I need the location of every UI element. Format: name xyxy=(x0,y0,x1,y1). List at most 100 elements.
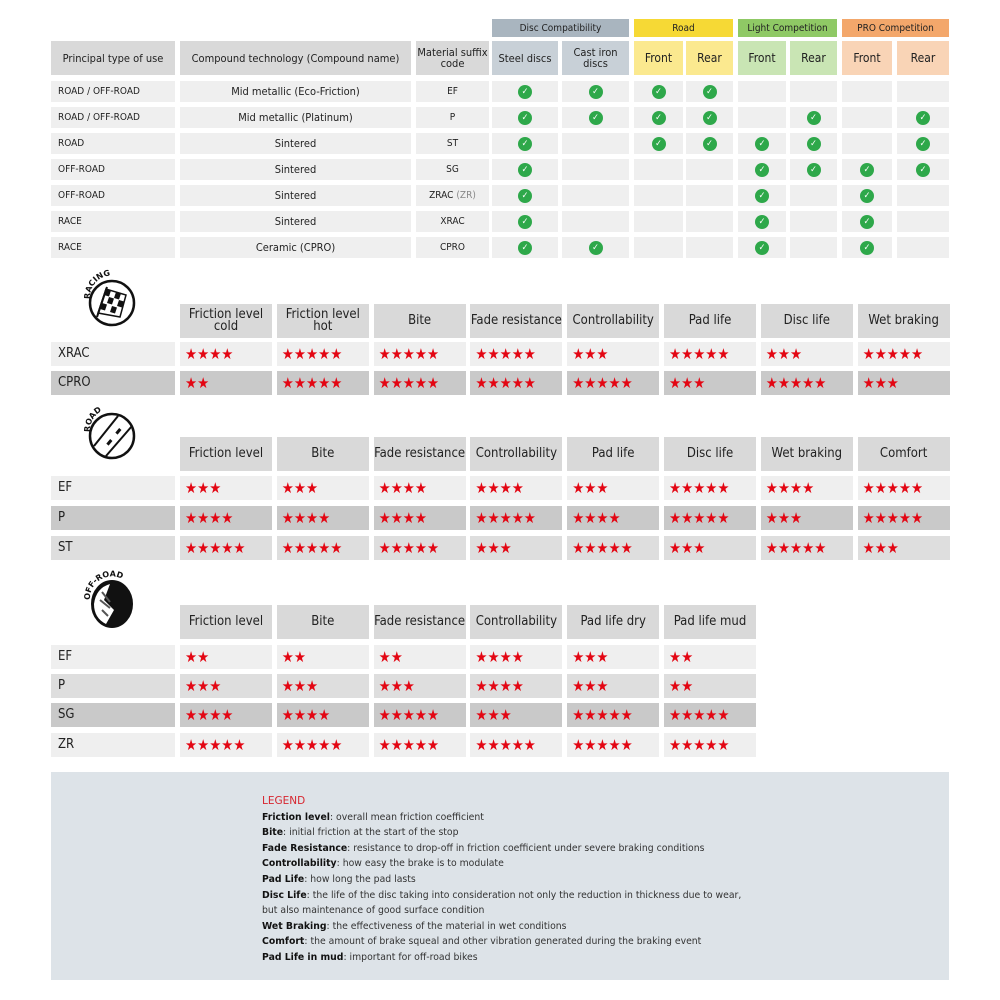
check-cell xyxy=(842,81,892,102)
check-cell: ✓ xyxy=(686,81,733,102)
rating-column-header: Bite xyxy=(373,304,466,338)
compound-cell: Mid metallic (Platinum) xyxy=(180,107,411,128)
legend-box: LEGEND Friction level: overall mean fric… xyxy=(51,772,949,980)
check-cell: ✓ xyxy=(686,133,733,154)
star-rating: ★★★ xyxy=(567,342,660,366)
legend-desc: : how easy the brake is to modulate xyxy=(336,858,504,870)
road-icon: ROAD xyxy=(80,402,144,470)
star-rating: ★★★★★ xyxy=(760,536,853,560)
star-rating: ★★★★★ xyxy=(664,703,756,727)
column-header: Principal type of use xyxy=(51,41,175,75)
legend-desc: : overall mean friction coefficient xyxy=(329,811,484,823)
check-cell: ✓ xyxy=(492,159,558,180)
check-cell: ✓ xyxy=(492,211,558,232)
column-header: Rear xyxy=(790,41,837,75)
check-cell: ✓ xyxy=(492,133,558,154)
use-cell: RACE xyxy=(51,237,175,258)
star-rating: ★★★ xyxy=(664,536,756,560)
check-cell: ✓ xyxy=(634,133,683,154)
star-rating: ★★★★★ xyxy=(373,733,466,757)
star-rating: ★★★ xyxy=(373,674,466,698)
check-cell: ✓ xyxy=(562,107,629,128)
rating-column-header: Fade resistance xyxy=(373,437,466,471)
check-icon: ✓ xyxy=(518,136,532,151)
check-cell xyxy=(634,211,683,232)
star-rating: ★★ xyxy=(664,645,756,669)
code-text: EF xyxy=(447,86,458,97)
check-cell xyxy=(686,237,733,258)
star-rating: ★★★ xyxy=(857,371,950,395)
star-rating: ★★★★ xyxy=(180,703,272,727)
check-cell: ✓ xyxy=(738,133,786,154)
star-rating: ★★★★★ xyxy=(470,371,563,395)
check-cell: ✓ xyxy=(686,107,733,128)
column-header: Cast iron discs xyxy=(562,41,629,75)
legend-term: Friction level xyxy=(262,811,330,823)
star-rating: ★★ xyxy=(373,645,466,669)
legend-term: Fade Resistance xyxy=(262,842,348,854)
rating-column-header: Controllability xyxy=(470,605,563,639)
star-rating: ★★★★★ xyxy=(857,342,950,366)
code-text: CPRO xyxy=(439,242,466,253)
check-icon: ✓ xyxy=(755,136,769,151)
legend-term: Comfort xyxy=(262,936,305,948)
star-rating: ★★★★★ xyxy=(760,371,853,395)
star-rating: ★★★ xyxy=(760,506,853,530)
star-rating: ★★ xyxy=(664,674,756,698)
star-rating: ★★★★★ xyxy=(276,733,369,757)
column-header: Compound technology (Compound name) xyxy=(180,41,411,75)
check-icon: ✓ xyxy=(518,84,532,99)
rating-column-header: Pad life xyxy=(664,304,756,338)
legend-title: LEGEND xyxy=(262,795,306,807)
legend-term: Pad Life in mud xyxy=(262,951,344,963)
rating-column-header: Fade resistance xyxy=(373,605,466,639)
legend-term: Bite xyxy=(262,827,284,839)
check-cell xyxy=(897,211,949,232)
rating-column-header: Bite xyxy=(276,437,369,471)
column-header: Rear xyxy=(686,41,733,75)
star-rating: ★★★★★ xyxy=(664,476,756,500)
code-text: ST xyxy=(446,138,459,149)
column-group-header: Light Competition xyxy=(738,19,837,37)
star-rating: ★★★ xyxy=(664,371,756,395)
code-cell: P xyxy=(416,107,489,128)
check-cell: ✓ xyxy=(842,185,892,206)
compound-cell: Sintered xyxy=(180,185,411,206)
row-code: ZR xyxy=(51,733,175,757)
check-icon: ✓ xyxy=(860,214,874,229)
star-rating: ★★★★ xyxy=(180,342,272,366)
check-cell: ✓ xyxy=(897,133,949,154)
code-cell: ST xyxy=(416,133,489,154)
legend-desc: but also maintenance of good surface con… xyxy=(262,905,485,917)
legend-item: Pad Life in mud: important for off-road … xyxy=(262,950,741,966)
check-icon: ✓ xyxy=(702,110,717,125)
star-rating: ★★★ xyxy=(567,645,660,669)
check-cell xyxy=(686,159,733,180)
check-cell xyxy=(897,185,949,206)
check-icon: ✓ xyxy=(702,136,717,151)
check-cell: ✓ xyxy=(634,81,683,102)
rating-column-header: Bite xyxy=(276,605,369,639)
check-cell xyxy=(842,107,892,128)
check-cell: ✓ xyxy=(738,211,786,232)
row-code: CPRO xyxy=(51,371,175,395)
check-icon: ✓ xyxy=(806,136,821,151)
check-icon: ✓ xyxy=(916,162,930,177)
star-rating: ★★★★★ xyxy=(373,536,466,560)
code-extra: (ZR) xyxy=(456,190,476,201)
legend-item: Disc Life: the life of the disc taking i… xyxy=(262,888,741,904)
code-cell: EF xyxy=(416,81,489,102)
use-cell: ROAD / OFF-ROAD xyxy=(51,107,175,128)
legend-item: Pad Life: how long the pad lasts xyxy=(262,872,741,888)
check-icon: ✓ xyxy=(588,240,603,255)
check-cell xyxy=(686,185,733,206)
check-cell: ✓ xyxy=(562,237,629,258)
check-icon: ✓ xyxy=(518,240,532,255)
star-rating: ★★ xyxy=(276,645,369,669)
star-rating: ★★★ xyxy=(276,674,369,698)
legend-desc: : initial friction at the start of the s… xyxy=(283,827,459,839)
row-code: XRAC xyxy=(51,342,175,366)
compound-cell: Mid metallic (Eco-Friction) xyxy=(180,81,411,102)
code-cell: SG xyxy=(416,159,489,180)
check-cell: ✓ xyxy=(790,159,837,180)
